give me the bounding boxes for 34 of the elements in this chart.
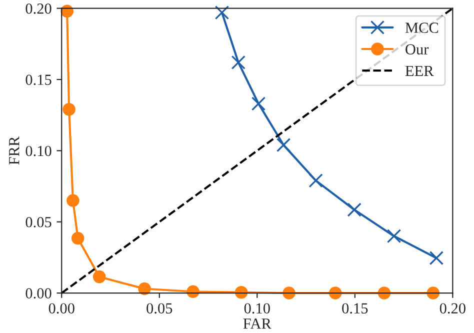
point — [378, 286, 391, 300]
x-tick-label: 0.20 — [440, 303, 466, 314]
point — [282, 286, 296, 300]
x-tick-label: 0.10 — [244, 303, 270, 314]
point — [71, 232, 84, 245]
point — [234, 286, 248, 299]
y-tick-label: 0.15 — [26, 74, 52, 86]
point — [186, 285, 200, 298]
point — [328, 286, 342, 300]
x-axis-title: FAR — [243, 318, 272, 329]
x-tick-label: 0.05 — [146, 303, 172, 314]
point — [251, 96, 266, 111]
point — [308, 173, 323, 188]
legend-label: MCC — [405, 22, 438, 33]
y-tick-label: 0.20 — [26, 3, 52, 14]
point — [426, 286, 440, 300]
y-axis-title: FRR — [9, 136, 20, 165]
y-tick-label: 0.05 — [26, 217, 52, 228]
point — [62, 103, 76, 116]
point — [429, 250, 444, 266]
point — [214, 6, 230, 20]
point — [347, 202, 362, 217]
point — [386, 229, 402, 244]
y-tick-label: 0.00 — [26, 288, 52, 299]
x-tick-label: 0.00 — [48, 303, 74, 314]
legend-label: Our — [406, 44, 429, 55]
x-tick-label: 0.15 — [342, 303, 368, 314]
y-tick-label: 0.10 — [26, 146, 52, 156]
point — [231, 55, 246, 70]
point — [276, 138, 291, 152]
point — [66, 194, 80, 207]
point — [138, 282, 151, 296]
point — [92, 270, 106, 284]
legend-label: EER — [405, 66, 434, 76]
